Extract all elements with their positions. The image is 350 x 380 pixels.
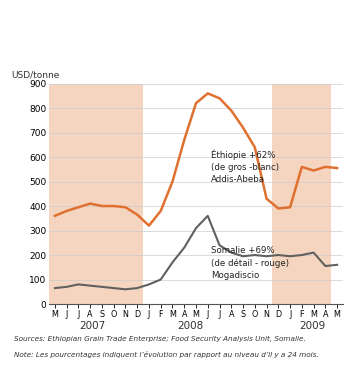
Text: Somalie +69%
(de détail - rouge)
Mogadiscio: Somalie +69% (de détail - rouge) Mogadis… <box>211 247 289 280</box>
Text: 2007: 2007 <box>79 321 105 331</box>
Text: Figure 10.: Figure 10. <box>14 17 82 30</box>
Text: 2009: 2009 <box>299 321 326 331</box>
Bar <box>49 84 143 304</box>
Text: Éthiopie +62%
(de gros -blanc)
Addis-Abeba: Éthiopie +62% (de gros -blanc) Addis-Abe… <box>211 150 279 184</box>
Text: Note: Les pourcentages indiquent l’évolution par rapport au niveau d’il y a 24 m: Note: Les pourcentages indiquent l’évolu… <box>14 352 318 358</box>
Text: USD/tonne: USD/tonne <box>11 70 59 79</box>
Bar <box>272 84 331 304</box>
Text: Prix du sorgho sur certains marchés de: Prix du sorgho sur certains marchés de <box>126 17 350 30</box>
Text: 2008: 2008 <box>177 321 203 331</box>
Text: l’Afrique de l’Est: l’Afrique de l’Est <box>14 53 111 66</box>
Text: Sources: Ethiopian Grain Trade Enterprise; Food Security Analysis Unit, Somalie.: Sources: Ethiopian Grain Trade Enterpris… <box>14 336 306 342</box>
